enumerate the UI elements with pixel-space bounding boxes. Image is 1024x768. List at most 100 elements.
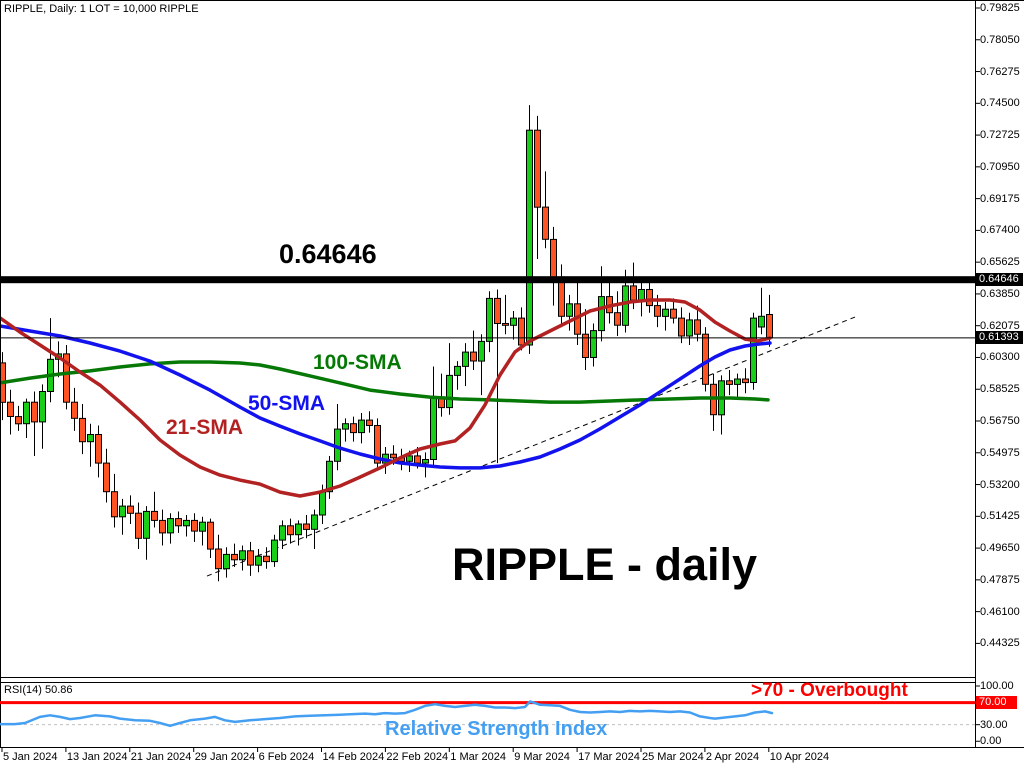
- candle-bearish: [494, 297, 501, 324]
- chart-watermark-title: RIPPLE - daily: [452, 539, 758, 590]
- date-axis-label: 10 Apr 2024: [769, 751, 830, 763]
- candle-bullish: [295, 523, 302, 536]
- date-axis-label: 13 Jan 2024: [66, 751, 128, 763]
- candle-bullish: [39, 391, 46, 423]
- candle-bullish: [758, 315, 765, 328]
- price-axis-label: 0.74500: [980, 97, 1020, 110]
- resistance-price-annotation: 0.64646: [279, 239, 377, 269]
- date-axis-label: 6 Feb 2024: [258, 751, 315, 763]
- candle-bearish: [95, 434, 102, 464]
- candle-bearish: [287, 525, 294, 536]
- candle-bearish: [374, 425, 381, 464]
- price-axis-label: 0.47875: [980, 573, 1020, 586]
- candle-bullish: [23, 401, 30, 425]
- candle-bullish: [454, 365, 461, 376]
- price-axis-label: 0.56750: [980, 415, 1020, 427]
- date-axis-label: 2 Apr 2024: [705, 751, 760, 763]
- candle-bearish: [702, 333, 709, 385]
- date-axis-label: 17 Mar 2024: [578, 751, 640, 763]
- date-axis-label: 21 Jan 2024: [130, 751, 192, 763]
- candle-bearish: [550, 238, 557, 278]
- candle-bullish: [223, 553, 230, 570]
- candle-bearish: [135, 512, 142, 539]
- rsi-line: [0, 700, 774, 728]
- sma21-label: 21-SMA: [166, 416, 244, 439]
- candle-bearish: [151, 510, 158, 521]
- resistance-line: [0, 276, 975, 284]
- candle-bearish: [191, 519, 198, 532]
- candle-bullish: [143, 510, 150, 539]
- rsi-name-annotation: Relative Strength Index: [385, 718, 608, 740]
- price-axis-label: 0.67400: [980, 224, 1020, 237]
- candle-bullish: [566, 303, 573, 317]
- candle-bearish: [247, 550, 254, 566]
- trendline: [206, 316, 856, 577]
- candle-bullish: [87, 434, 94, 443]
- candle-bearish: [518, 317, 525, 346]
- candle-bearish: [263, 555, 270, 563]
- candle-bearish: [175, 518, 182, 527]
- candle-bullish: [622, 285, 629, 326]
- date-axis-label: 1 Mar 2024: [450, 751, 506, 763]
- candle-bullish: [326, 460, 333, 493]
- price-axis-label: 0.76275: [980, 65, 1020, 78]
- candle-bullish: [358, 419, 365, 434]
- price-axis-label: 0.70950: [980, 160, 1020, 173]
- candle-bearish: [742, 378, 749, 384]
- candle-bullish: [590, 330, 597, 359]
- candle-bearish: [63, 353, 70, 403]
- candle-bullish: [119, 505, 126, 518]
- candle-bullish: [478, 340, 485, 362]
- candle-bearish: [630, 285, 637, 301]
- candle-bearish: [470, 351, 477, 362]
- date-axis-label: 29 Jan 2024: [194, 751, 256, 763]
- candle-bearish: [127, 505, 134, 514]
- candle-bullish: [486, 297, 493, 342]
- rsi-axis-label: 100.00: [980, 680, 1014, 692]
- candle-bearish: [7, 401, 14, 418]
- price-axis-label: 0.79825: [980, 2, 1020, 14]
- price-axis-label: 0.60300: [980, 351, 1020, 364]
- candle-bearish: [31, 401, 38, 423]
- candle-bullish: [311, 514, 318, 530]
- price-axis-label: 0.69175: [980, 192, 1020, 205]
- candle-bearish: [614, 312, 621, 326]
- price-axis-label: 0.44325: [980, 637, 1020, 650]
- date-axis-label: 9 Mar 2024: [514, 751, 570, 763]
- candle-bearish: [390, 453, 397, 459]
- price-axis-label: 0.46100: [980, 605, 1020, 618]
- price-axis-label: 0.51425: [980, 510, 1020, 523]
- candle-bearish: [71, 401, 78, 419]
- rsi-indicator-readout: RSI(14) 50.86: [4, 684, 73, 696]
- candle-bearish: [366, 419, 373, 427]
- candle-bearish: [103, 462, 110, 493]
- candle-bullish: [638, 289, 645, 301]
- candle-bearish: [654, 305, 661, 317]
- rsi-level-tag: 70.00: [976, 696, 1017, 709]
- rsi-axis-label: 0.00: [980, 735, 1002, 748]
- candle-bearish: [414, 455, 421, 464]
- date-axis-label: 14 Feb 2024: [322, 751, 385, 763]
- rsi-overbought-annotation: >70 - Overbought: [751, 680, 908, 701]
- price-axis-label: 0.53200: [980, 478, 1020, 491]
- price-axis-label: 0.62075: [980, 319, 1020, 332]
- sma100-label: 100-SMA: [313, 351, 402, 374]
- price-axis-label: 0.58525: [980, 383, 1020, 396]
- candle-bearish: [726, 380, 733, 385]
- candle-bullish: [430, 396, 437, 460]
- price-axis-label: 0.72725: [980, 129, 1020, 142]
- candle-bullish: [342, 423, 349, 430]
- rsi-axis-label: 30.00: [980, 718, 1008, 731]
- candle-bullish: [734, 378, 741, 385]
- chart-title: RIPPLE, Daily: 1 LOT = 10,000 RIPPLE: [4, 3, 199, 15]
- candle-bearish: [502, 323, 509, 326]
- candle-bullish: [199, 521, 206, 532]
- candle-bearish: [159, 519, 166, 534]
- candle-bullish: [526, 129, 533, 346]
- candle-bearish: [350, 423, 357, 434]
- candle-bearish: [303, 523, 310, 530]
- candle-bearish: [111, 491, 118, 518]
- candle-bearish: [766, 314, 773, 339]
